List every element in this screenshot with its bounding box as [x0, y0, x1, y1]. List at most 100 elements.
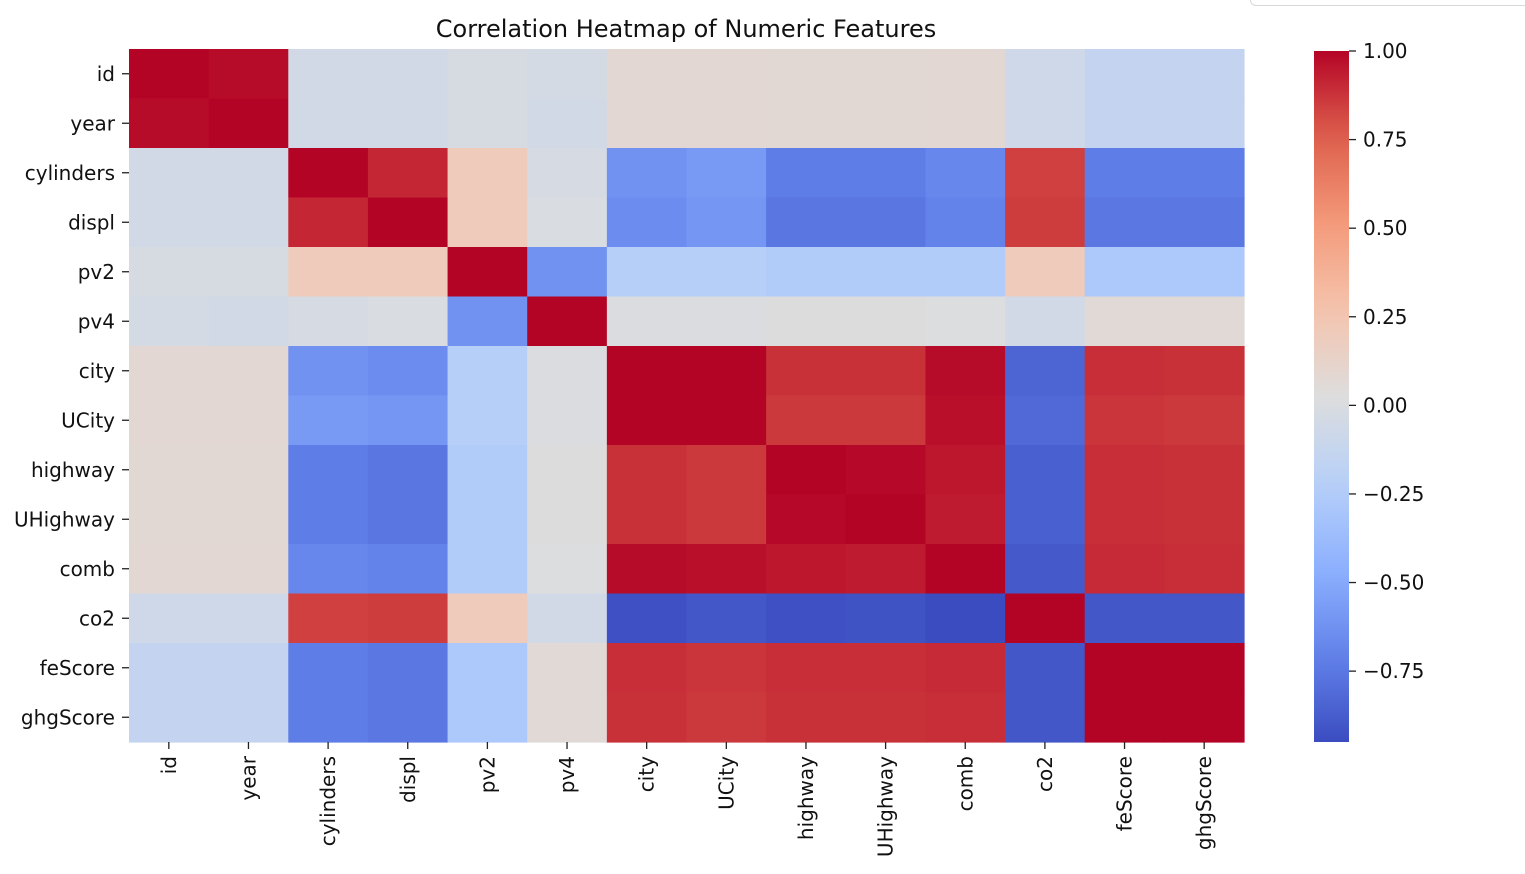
- heatmap-cell-pv4-pv4: [527, 296, 608, 347]
- heatmap-cell-displ-pv4: [527, 197, 608, 248]
- heatmap-cell-comb-UCity: [686, 544, 767, 595]
- heatmap-cell-UCity-ghgScore: [1164, 395, 1245, 446]
- heatmap-cell-id-comb: [925, 49, 1006, 100]
- heatmap-cell-comb-co2: [1005, 544, 1086, 595]
- heatmap-cell-pv2-UHighway: [845, 247, 927, 298]
- heatmap-cell-co2-highway: [766, 593, 847, 644]
- heatmap-cell-cylinders-ghgScore: [1164, 148, 1245, 199]
- heatmap-cell-year-comb: [925, 98, 1006, 149]
- heatmap-cell-co2-feScore: [1084, 593, 1165, 644]
- heatmap-cells: [129, 49, 1245, 743]
- heatmap-cell-cylinders-pv4: [527, 148, 608, 199]
- column-label-city: city: [635, 756, 659, 792]
- row-label-pv2: pv2: [78, 260, 115, 284]
- heatmap-cell-comb-city: [606, 544, 688, 595]
- heatmap-cell-comb-pv2: [447, 544, 528, 595]
- heatmap-cell-feScore-displ: [367, 643, 449, 694]
- heatmap-cell-pv4-displ: [367, 296, 449, 347]
- heatmap-cell-year-UCity: [686, 98, 767, 149]
- heatmap-cell-cylinders-comb: [925, 148, 1006, 199]
- heatmap-cell-ghgScore-cylinders: [288, 692, 369, 743]
- heatmap-cell-UCity-displ: [367, 395, 449, 446]
- column-label-feScore: feScore: [1113, 756, 1137, 831]
- column-label-ghgScore: ghgScore: [1192, 756, 1216, 850]
- heatmap-cell-cylinders-co2: [1005, 148, 1086, 199]
- heatmap-cell-pv4-year: [208, 296, 289, 347]
- heatmap-cell-co2-displ: [367, 593, 449, 644]
- heatmap-cell-pv2-pv2: [447, 247, 528, 298]
- heatmap-cell-id-year: [208, 49, 289, 100]
- heatmap-cell-ghgScore-ghgScore: [1164, 692, 1245, 743]
- heatmap-cell-feScore-pv2: [447, 643, 528, 694]
- row-label-pv4: pv4: [78, 309, 115, 333]
- column-label-comb: comb: [953, 756, 977, 811]
- heatmap-cell-cylinders-UCity: [686, 148, 767, 199]
- colorbar-tick-label: 0.25: [1363, 305, 1408, 329]
- heatmap-cell-ghgScore-UHighway: [845, 692, 927, 743]
- heatmap-cell-highway-city: [606, 445, 688, 496]
- heatmap-cell-city-pv2: [447, 346, 528, 397]
- heatmap-cell-UHighway-city: [606, 494, 688, 545]
- heatmap-cell-co2-pv2: [447, 593, 528, 644]
- heatmap-cell-feScore-id: [129, 643, 210, 694]
- heatmap-cell-city-ghgScore: [1164, 346, 1245, 397]
- heatmap-cell-pv4-comb: [925, 296, 1006, 347]
- heatmap-cell-UHighway-UCity: [686, 494, 767, 545]
- heatmap-cell-co2-comb: [925, 593, 1006, 644]
- heatmap-cell-comb-id: [129, 544, 210, 595]
- heatmap-cell-pv2-feScore: [1084, 247, 1165, 298]
- heatmap-cell-year-pv2: [447, 98, 528, 149]
- heatmap-cell-city-pv4: [527, 346, 608, 397]
- heatmap-cell-pv4-pv2: [447, 296, 528, 347]
- heatmap-cell-highway-comb: [925, 445, 1006, 496]
- heatmap-cell-year-co2: [1005, 98, 1086, 149]
- colorbar-tick-label: −0.50: [1363, 571, 1424, 595]
- heatmap-cell-comb-comb: [925, 544, 1006, 595]
- heatmap-cell-year-cylinders: [288, 98, 369, 149]
- column-label-year: year: [236, 755, 260, 800]
- colorbar-tick-label: 1.00: [1363, 39, 1408, 63]
- row-label-comb: comb: [60, 557, 115, 581]
- heatmap-cell-pv2-highway: [766, 247, 847, 298]
- heatmap-cell-id-co2: [1005, 49, 1086, 100]
- row-label-feScore: feScore: [40, 656, 115, 680]
- column-label-UHighway: UHighway: [874, 756, 898, 857]
- heatmap-cell-cylinders-year: [208, 148, 289, 199]
- heatmap-cell-UCity-city: [606, 395, 688, 446]
- heatmap-cell-feScore-year: [208, 643, 289, 694]
- heatmap-cell-city-UHighway: [845, 346, 927, 397]
- heatmap-cell-cylinders-city: [606, 148, 688, 199]
- heatmap-cell-comb-displ: [367, 544, 449, 595]
- heatmap-cell-pv4-highway: [766, 296, 847, 347]
- heatmap-cell-ghgScore-UCity: [686, 692, 767, 743]
- heatmap-cell-id-pv2: [447, 49, 528, 100]
- heatmap-cell-co2-co2: [1005, 593, 1086, 644]
- heatmap-cell-ghgScore-feScore: [1084, 692, 1165, 743]
- heatmap-cell-ghgScore-pv2: [447, 692, 528, 743]
- heatmap-cell-feScore-co2: [1005, 643, 1086, 694]
- heatmap-cell-feScore-city: [606, 643, 688, 694]
- row-labels: id year cylinders displ pv2 pv4 city UCity highw…: [14, 62, 129, 729]
- corner-panel-edge: [1250, 0, 1525, 6]
- heatmap-cell-ghgScore-pv4: [527, 692, 608, 743]
- heatmap-cell-feScore-comb: [925, 643, 1006, 694]
- heatmap-cell-pv4-city: [606, 296, 688, 347]
- row-label-cylinders: cylinders: [25, 161, 115, 185]
- heatmap-cell-displ-ghgScore: [1164, 197, 1245, 248]
- heatmap-cell-id-UHighway: [845, 49, 927, 100]
- heatmap-cell-highway-year: [208, 445, 289, 496]
- heatmap-cell-ghgScore-city: [606, 692, 688, 743]
- heatmap-cell-comb-ghgScore: [1164, 544, 1245, 595]
- heatmap-cell-co2-UHighway: [845, 593, 927, 644]
- heatmap-cell-UHighway-pv2: [447, 494, 528, 545]
- heatmap-cell-displ-cylinders: [288, 197, 369, 248]
- heatmap-cell-co2-cylinders: [288, 593, 369, 644]
- heatmap-cell-UHighway-cylinders: [288, 494, 369, 545]
- heatmap-cell-year-ghgScore: [1164, 98, 1245, 149]
- heatmap-cell-displ-UCity: [686, 197, 767, 248]
- heatmap-cell-id-highway: [766, 49, 847, 100]
- heatmap-cell-UCity-highway: [766, 395, 847, 446]
- heatmap-cell-id-id: [129, 49, 210, 100]
- heatmap-cell-cylinders-UHighway: [845, 148, 927, 199]
- heatmap-cell-ghgScore-highway: [766, 692, 847, 743]
